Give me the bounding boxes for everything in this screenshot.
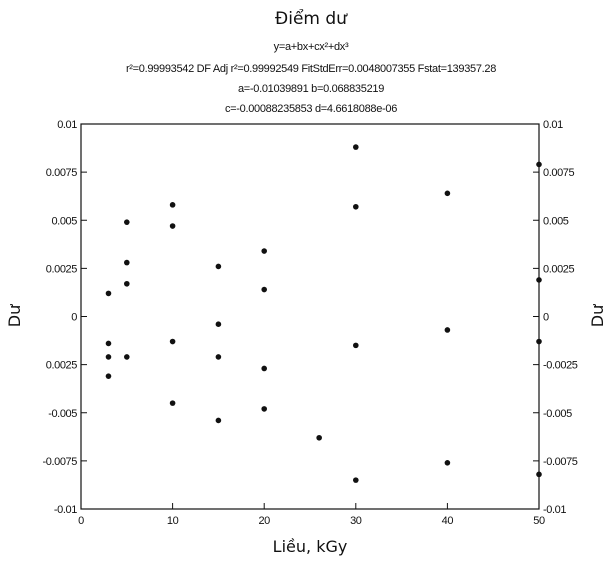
y-axis-left: 0.01 0.0075 0.005 0.0025 0 0.0025 -0.005 -0.007… bbox=[42, 119, 87, 516]
y-axis-right: 0.01 0.0075 0.005 0.0025 0 -0.0025 -0.005 -0.00… bbox=[533, 119, 578, 516]
y-axis-label: Dư bbox=[5, 304, 24, 327]
chart-fit-stats: r²=0.99993542 DF Adj r²=0.99992549 FitSt… bbox=[126, 63, 496, 75]
y-tick-label-left: 0.0025 bbox=[46, 263, 78, 275]
data-point bbox=[105, 290, 112, 297]
data-point bbox=[261, 365, 268, 372]
data-point bbox=[536, 471, 542, 478]
data-point bbox=[316, 434, 322, 441]
y-tick-label-right: 0 bbox=[543, 312, 549, 324]
data-point bbox=[105, 340, 112, 347]
data-point bbox=[261, 248, 268, 254]
y-tick-label-left: 0.005 bbox=[51, 215, 77, 227]
y-tick-label-left: -0.0075 bbox=[42, 456, 77, 468]
y-tick-label-right: -0.0075 bbox=[543, 456, 578, 468]
data-point bbox=[124, 259, 130, 266]
data-point bbox=[536, 161, 542, 168]
data-point bbox=[169, 400, 176, 406]
y-tick-label-left: 0.0075 bbox=[46, 167, 78, 179]
data-point bbox=[169, 338, 176, 345]
data-point bbox=[124, 219, 130, 225]
data-points bbox=[105, 144, 542, 483]
chart-params-ab: a=-0.01039891 b=0.068835219 bbox=[238, 83, 384, 95]
chart-title: Điểm dư bbox=[275, 8, 348, 29]
x-tick-label: 10 bbox=[167, 515, 179, 527]
y-tick-label-right: 0.005 bbox=[543, 215, 569, 227]
x-tick-label: 20 bbox=[258, 515, 270, 527]
y-tick-label-right: 0.0025 bbox=[543, 263, 575, 275]
x-tick-label: 30 bbox=[350, 515, 362, 527]
y-tick-label-right: -0.005 bbox=[543, 408, 572, 420]
x-axis-label: Liều, kGy bbox=[273, 537, 348, 556]
y-tick-label-right: 0.0075 bbox=[543, 167, 575, 179]
data-point bbox=[215, 321, 222, 328]
plot-frame bbox=[80, 123, 540, 510]
x-axis: 0 10 20 30 40 50 bbox=[78, 503, 545, 527]
data-point bbox=[105, 373, 112, 379]
y-tick-label-left: 0.01 bbox=[57, 119, 77, 131]
data-point bbox=[353, 203, 359, 210]
data-point bbox=[444, 190, 451, 197]
chart-equation: y=a+bx+cx²+dx³ bbox=[274, 41, 349, 53]
data-point bbox=[215, 263, 222, 270]
x-tick-label: 0 bbox=[78, 515, 84, 527]
y-tick-label-right: -0.01 bbox=[543, 504, 566, 516]
y-axis-label-right: Dư bbox=[588, 304, 607, 327]
x-tick-label: 50 bbox=[533, 515, 545, 527]
data-point bbox=[536, 338, 542, 345]
data-point bbox=[353, 342, 359, 349]
data-point bbox=[215, 417, 222, 424]
data-point bbox=[444, 327, 451, 333]
data-point bbox=[353, 477, 359, 483]
x-tick-label: 40 bbox=[442, 515, 454, 527]
data-point bbox=[261, 406, 268, 412]
y-tick-label-right: -0.0025 bbox=[543, 360, 578, 372]
y-tick-label-left: 0 bbox=[71, 312, 77, 324]
data-point bbox=[444, 460, 451, 466]
data-point bbox=[105, 354, 112, 360]
data-point bbox=[124, 280, 130, 287]
data-point bbox=[536, 277, 542, 283]
data-point bbox=[215, 354, 222, 360]
y-tick-label-left: 0.0025 bbox=[46, 360, 78, 372]
data-point bbox=[169, 223, 176, 229]
data-point bbox=[353, 144, 359, 150]
data-point bbox=[169, 202, 176, 208]
y-tick-label-right: 0.01 bbox=[543, 119, 563, 131]
y-tick-label-left: -0.01 bbox=[54, 504, 77, 516]
chart-params-cd: c=-0.00088235853 d=4.6618088e-06 bbox=[225, 103, 397, 115]
data-point bbox=[261, 286, 268, 293]
data-point bbox=[124, 354, 130, 360]
y-tick-label-left: -0.005 bbox=[48, 408, 77, 420]
